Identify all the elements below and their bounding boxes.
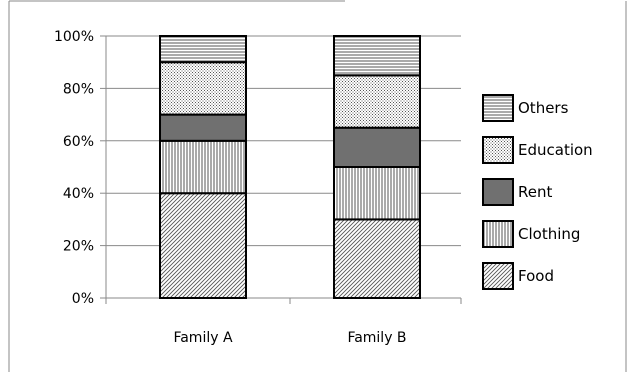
y-tick-label: 0% [72, 291, 94, 307]
legend-swatch-rent [482, 178, 514, 206]
legend-label-education: Education [518, 141, 593, 159]
bar-segment-education-family-a [159, 61, 247, 116]
legend-label-food: Food [518, 267, 554, 285]
bar-segment-others-family-a [159, 35, 247, 64]
bar-segment-rent-family-a [159, 113, 247, 142]
bar-segment-rent-family-b [333, 126, 421, 168]
bars [159, 35, 421, 299]
legend-swatch-education [482, 136, 514, 164]
bar-segment-food-family-b [333, 218, 421, 299]
y-tick-label: 20% [63, 239, 94, 255]
bar-segment-food-family-a [159, 192, 247, 299]
x-axis-category-labels: Family A Family B [173, 330, 406, 346]
bar-segment-clothing-family-b [333, 166, 421, 221]
legend-swatch-food [482, 262, 514, 290]
legend-label-others: Others [518, 99, 569, 117]
y-tick-label: 60% [63, 134, 94, 150]
x-category-label: Family B [347, 330, 406, 346]
bar-segment-others-family-b [333, 35, 421, 77]
y-axis-tick-labels: 0% 20% 40% 60% 80% 100% [54, 29, 94, 307]
x-category-label: Family A [173, 330, 232, 346]
bar-segment-education-family-b [333, 74, 421, 129]
legend-label-rent: Rent [518, 183, 552, 201]
y-tick-label: 40% [63, 186, 94, 202]
bar-segment-clothing-family-a [159, 139, 247, 195]
legend-swatch-clothing [482, 220, 514, 248]
legend-label-clothing: Clothing [518, 225, 580, 243]
legend: Others Education Rent Clothing Food [482, 94, 593, 290]
y-tick-label: 100% [54, 29, 94, 45]
y-tick-label: 80% [63, 81, 94, 97]
legend-swatch-others [482, 94, 514, 122]
